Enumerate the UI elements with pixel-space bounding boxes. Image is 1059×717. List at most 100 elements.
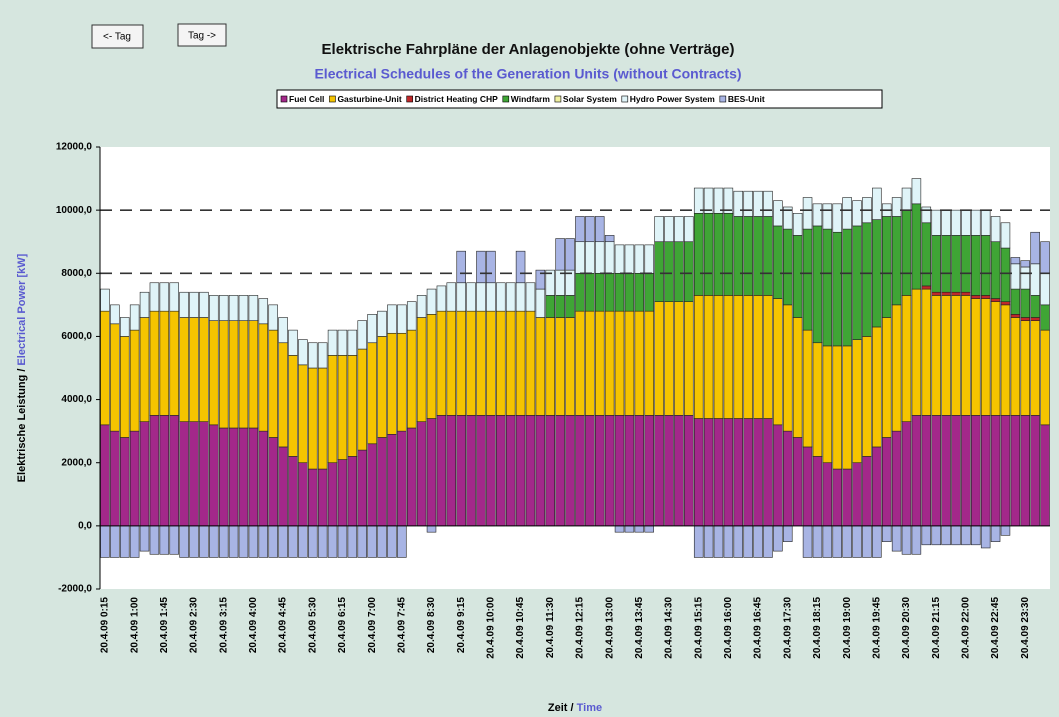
bar-segment bbox=[268, 437, 278, 527]
bar-segment bbox=[832, 231, 842, 347]
bar-segment bbox=[209, 525, 219, 558]
bar-segment bbox=[812, 342, 823, 457]
bar-segment bbox=[971, 298, 981, 416]
x-tick-label: 20.4.09 18:15 bbox=[812, 597, 823, 659]
bar-segment bbox=[367, 443, 377, 527]
bar-segment bbox=[515, 415, 526, 527]
bar-segment bbox=[901, 525, 912, 555]
bar-segment bbox=[357, 348, 367, 451]
bar-segment bbox=[783, 430, 793, 527]
next-day-button[interactable]: Tag -> bbox=[177, 23, 227, 47]
bar-segment bbox=[308, 468, 318, 527]
bar-segment bbox=[654, 216, 664, 243]
x-tick-label: 20.4.09 1:45 bbox=[159, 597, 170, 654]
bar-segment bbox=[218, 525, 229, 558]
bar-segment bbox=[565, 317, 575, 416]
x-tick-label: 20.4.09 13:00 bbox=[604, 597, 615, 659]
bar-segment bbox=[941, 291, 951, 296]
bar-segment bbox=[674, 415, 684, 527]
bar-segment bbox=[604, 415, 615, 527]
bar-segment bbox=[961, 295, 971, 416]
legend-label: BES-Unit bbox=[728, 94, 765, 104]
y-tick-label: 4000,0 bbox=[61, 394, 92, 405]
bar-segment bbox=[723, 525, 734, 558]
bar-segment bbox=[743, 295, 753, 419]
bar-segment bbox=[980, 415, 991, 527]
bar-segment bbox=[693, 213, 704, 296]
legend-label: Hydro Power System bbox=[630, 94, 715, 104]
legend-label: Gasturbine-Unit bbox=[337, 94, 401, 104]
bar-segment bbox=[901, 421, 912, 527]
bar-segment bbox=[357, 525, 367, 558]
bar-segment bbox=[1000, 301, 1011, 306]
button-label[interactable]: Tag -> bbox=[188, 31, 216, 42]
bar-segment bbox=[941, 415, 951, 527]
bar-segment bbox=[1000, 415, 1011, 527]
bar-segment bbox=[921, 415, 932, 527]
bar-segment bbox=[911, 288, 922, 416]
bar-segment bbox=[110, 304, 120, 325]
bar-segment bbox=[753, 525, 763, 558]
bar-segment bbox=[337, 459, 348, 527]
bar-segment bbox=[505, 310, 516, 416]
bar-segment bbox=[416, 317, 427, 422]
bar-segment bbox=[812, 203, 823, 227]
bar-segment bbox=[941, 525, 951, 546]
bar-segment bbox=[703, 418, 714, 527]
bar-segment bbox=[783, 206, 793, 230]
bar-segment bbox=[941, 295, 951, 416]
bar-segment bbox=[881, 437, 892, 527]
bar-segment bbox=[1020, 317, 1031, 321]
bar-segment bbox=[693, 418, 704, 527]
bar-segment bbox=[228, 320, 239, 429]
bar-segment bbox=[773, 200, 783, 227]
y-tick-label: 2000,0 bbox=[61, 457, 92, 468]
bar-segment bbox=[654, 415, 664, 527]
bar-segment bbox=[693, 295, 704, 419]
plot-area bbox=[100, 147, 1050, 589]
bar-segment bbox=[792, 437, 803, 527]
bar-segment bbox=[980, 235, 991, 296]
bar-segment bbox=[347, 525, 358, 558]
bar-segment bbox=[228, 525, 239, 558]
bar-segment bbox=[129, 525, 140, 558]
bar-segment bbox=[852, 462, 862, 527]
bar-segment bbox=[832, 345, 842, 470]
bar-segment bbox=[753, 190, 763, 217]
bar-segment bbox=[496, 282, 506, 312]
bar-segment bbox=[1040, 272, 1050, 306]
bar-segment bbox=[901, 209, 912, 296]
bar-segment bbox=[179, 421, 189, 527]
bar-segment bbox=[585, 216, 595, 243]
y-label-en: Electrical Power [kW] bbox=[16, 253, 28, 365]
bar-segment bbox=[585, 415, 595, 527]
bar-segment bbox=[634, 525, 645, 533]
bar-segment bbox=[149, 310, 160, 416]
bar-segment bbox=[713, 418, 724, 527]
bar-segment bbox=[486, 415, 496, 527]
prev-day-button[interactable]: <- Tag bbox=[91, 24, 144, 49]
bar-segment bbox=[525, 415, 536, 527]
bar-segment bbox=[783, 228, 793, 306]
bar-segment bbox=[387, 304, 397, 334]
bar-segment bbox=[228, 295, 239, 321]
bar-segment bbox=[100, 288, 110, 312]
x-tick-label: 20.4.09 12:15 bbox=[575, 597, 586, 659]
bar-segment bbox=[980, 209, 991, 236]
bar-segment bbox=[901, 295, 912, 422]
bar-segment bbox=[961, 235, 971, 293]
bar-segment bbox=[278, 317, 288, 344]
bar-segment bbox=[1000, 525, 1011, 536]
bar-segment bbox=[139, 525, 150, 552]
button-label[interactable]: <- Tag bbox=[103, 32, 131, 43]
bar-segment bbox=[446, 415, 457, 527]
bar-segment bbox=[278, 525, 288, 558]
bar-segment bbox=[990, 301, 1001, 416]
bar-segment bbox=[664, 216, 674, 243]
bar-segment bbox=[743, 216, 753, 296]
bar-segment bbox=[525, 310, 536, 416]
bar-segment bbox=[129, 430, 140, 527]
bar-segment bbox=[218, 295, 229, 321]
bar-segment bbox=[802, 329, 813, 448]
